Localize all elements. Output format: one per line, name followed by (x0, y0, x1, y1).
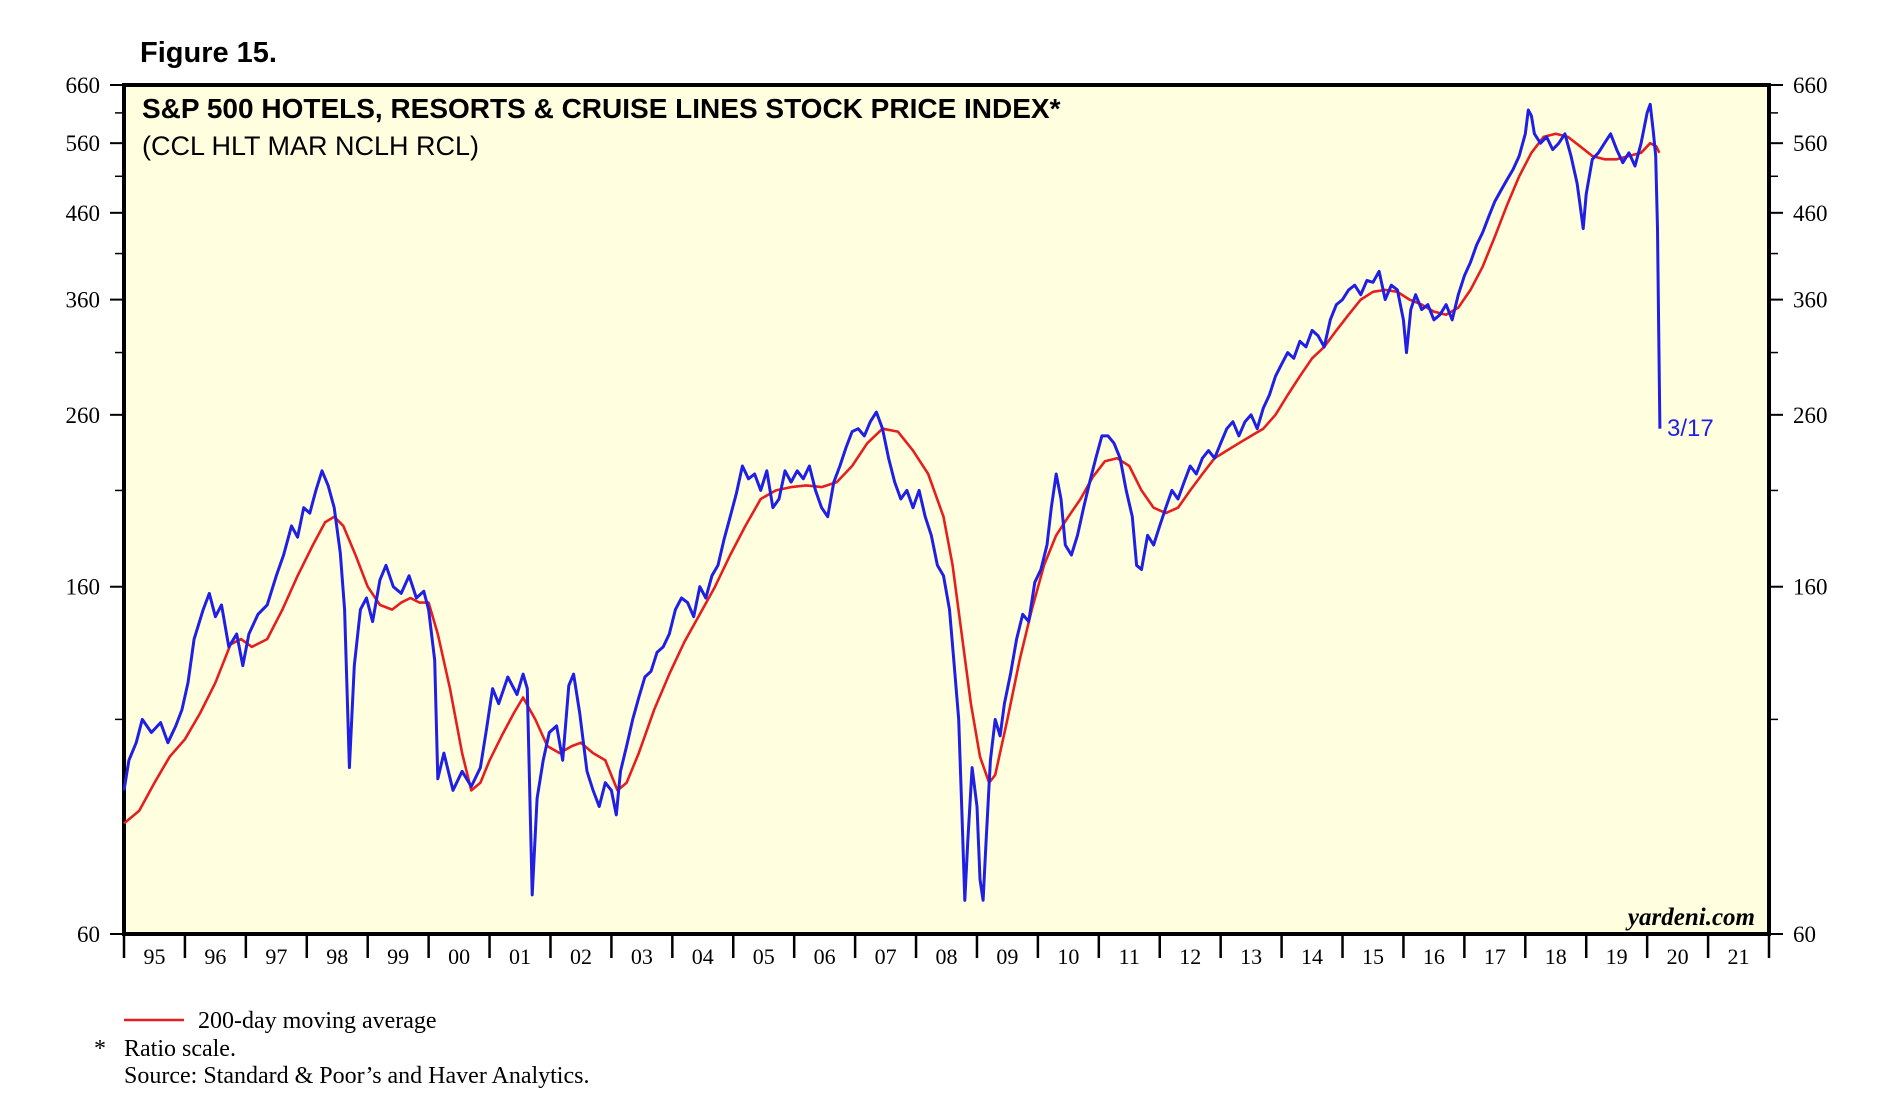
x-tick-label: 98 (326, 944, 348, 969)
index-price-line (122, 102, 1662, 902)
x-tick-label: 02 (570, 944, 592, 969)
x-tick-label: 08 (936, 944, 958, 969)
x-tick-label: 20 (1667, 944, 1689, 969)
footnote-source: Source: Standard & Poor’s and Haver Anal… (124, 1063, 589, 1089)
x-tick-label: 13 (1240, 944, 1262, 969)
x-tick-label: 07 (875, 944, 897, 969)
y-tick-label-right: 360 (1793, 288, 1828, 313)
moving-average-line (123, 132, 1661, 825)
y-tick-label-left: 160 (66, 575, 101, 600)
x-tick-label: 00 (448, 944, 470, 969)
x-tick-label: 16 (1423, 944, 1445, 969)
x-tick-label: 04 (692, 944, 714, 969)
x-tick-label: 96 (204, 944, 226, 969)
x-tick-label: 03 (631, 944, 653, 969)
y-axis-right: 60 160 260 360 460 560 660 (1769, 73, 1828, 947)
y-tick-label-left: 460 (66, 201, 101, 226)
y-tick-label-left: 60 (77, 922, 100, 947)
x-tick-label: 10 (1057, 944, 1079, 969)
x-tick-label: 21 (1728, 944, 1750, 969)
y-axis-left: 60 160 260 360 460 560 660 (66, 73, 124, 947)
x-tick-label: 11 (1119, 944, 1140, 969)
footnote-marker: * (94, 1036, 106, 1062)
x-tick-label: 95 (143, 944, 165, 969)
x-tick-label: 05 (753, 944, 775, 969)
x-tick-label: 14 (1301, 944, 1323, 969)
chart-subtitle: (CCL HLT MAR NCLH RCL) (142, 131, 479, 161)
y-tick-label-right: 660 (1793, 73, 1828, 98)
x-tick-label: 17 (1484, 944, 1506, 969)
y-tick-label-right: 560 (1793, 131, 1828, 156)
x-tick-label: 99 (387, 944, 409, 969)
y-tick-label-left: 260 (66, 403, 101, 428)
x-tick-label: 09 (996, 944, 1018, 969)
x-tick-label: 15 (1362, 944, 1384, 969)
x-tick-label: 12 (1179, 944, 1201, 969)
x-tick-label: 06 (814, 944, 836, 969)
y-tick-label-right: 460 (1793, 201, 1828, 226)
x-axis: 95 96 97 98 99 00 01 02 03 04 05 06 07 08 09 10 11 12 13 14… (122, 934, 1771, 969)
legend-label-moving-average: 200-day moving average (198, 1008, 437, 1034)
x-tick-label: 97 (265, 944, 287, 969)
figure-label: Figure 15. (140, 37, 277, 69)
footnote-ratio-scale: Ratio scale. (124, 1036, 236, 1062)
chart-title: S&P 500 HOTELS, RESORTS & CRUISE LINES S… (142, 93, 1061, 124)
y-tick-label-left: 660 (66, 73, 101, 98)
last-date-annotation: 3/17 (1667, 415, 1714, 442)
y-tick-label-left: 560 (66, 131, 101, 156)
y-tick-label-right: 160 (1793, 575, 1828, 600)
y-tick-label-right: 60 (1793, 922, 1816, 947)
x-tick-label: 19 (1606, 944, 1628, 969)
watermark: yardeni.com (1625, 904, 1755, 931)
x-tick-label: 18 (1545, 944, 1567, 969)
y-tick-label-right: 260 (1793, 403, 1828, 428)
y-tick-label-left: 360 (66, 288, 101, 313)
plot-area (122, 83, 1771, 936)
x-tick-label: 01 (509, 944, 531, 969)
